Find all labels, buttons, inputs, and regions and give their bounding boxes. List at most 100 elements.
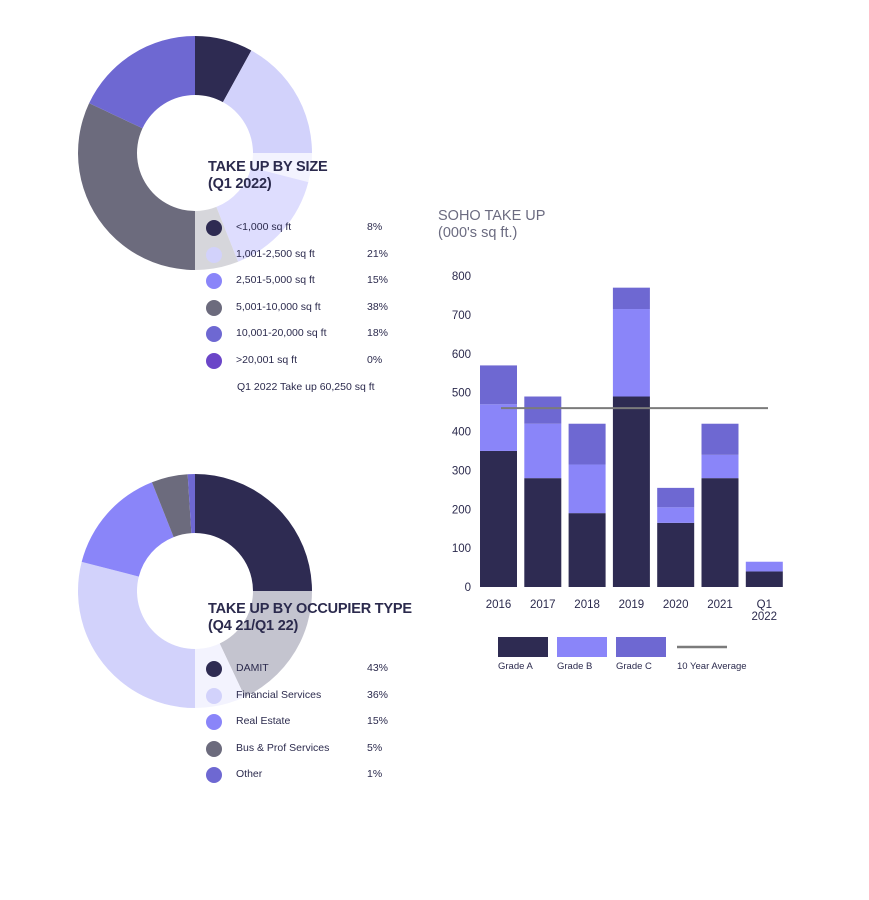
y-tick-label: 600 — [452, 349, 471, 361]
occupier-legend-value: 36% — [367, 688, 389, 701]
occupier-legend-item: Financial Services 36% — [206, 686, 406, 706]
bar-chart-title: SOHO TAKE UP — [438, 208, 546, 224]
bar-legend-label: Grade C — [616, 661, 652, 672]
occupier-legend-label: Financial Services — [236, 688, 322, 701]
size-legend-swatch — [206, 220, 222, 236]
x-tick-label: 2018 — [574, 599, 600, 611]
occupier-legend-value: 43% — [367, 662, 389, 674]
bar-grade-b-1 — [524, 423, 562, 479]
bar-grade-b-2 — [568, 464, 606, 514]
size-legend-value: 18% — [367, 327, 389, 339]
occupier-slice-2 — [81, 482, 174, 577]
y-tick-label: 700 — [452, 310, 471, 322]
size-legend-label: 2,501-5,000 sq ft — [236, 274, 315, 286]
y-tick-label: 0 — [465, 582, 471, 594]
bar-grade-b-4 — [657, 507, 695, 523]
size-legend-item: >20,001 sq ft 0% — [206, 351, 406, 371]
x-tick-label: Q1 — [757, 599, 772, 611]
x-tick-label: 2016 — [486, 599, 512, 611]
bar-grade-a-2 — [568, 513, 606, 587]
occupier-legend-value: 1% — [367, 768, 383, 780]
size-chart-title: TAKE UP BY SIZE — [208, 159, 328, 175]
size-legend-value: 8% — [367, 221, 383, 233]
occupier-legend-value: 5% — [367, 741, 383, 754]
occupier-legend-label: Bus & Prof Services — [236, 741, 330, 754]
bar-grade-c-2 — [568, 423, 606, 465]
bar-grade-a-0 — [480, 450, 517, 587]
size-legend-swatch — [206, 352, 222, 369]
x-tick-label: 2021 — [707, 599, 733, 611]
bar-chart-subtitle: (000's sq ft.) — [438, 225, 518, 241]
occupier-legend-swatch — [206, 714, 222, 730]
size-legend-swatch — [206, 299, 222, 316]
size-legend-label: <1,000 sq ft — [236, 221, 292, 233]
occupier-chart-subtitle: (Q4 21/Q1 22) — [208, 618, 299, 634]
size-legend-item: 5,001-10,000 sq ft 38% — [206, 298, 406, 318]
size-legend-label: 10,001-20,000 sq ft — [236, 327, 327, 339]
bar-grade-c-4 — [657, 487, 695, 508]
size-legend-value: 38% — [367, 300, 389, 313]
size-legend-swatch — [206, 326, 222, 342]
size-slice-0 — [195, 36, 252, 103]
size-chart-subtitle: (Q1 2022) — [208, 176, 272, 192]
bar-grade-c-5 — [701, 423, 739, 455]
bar-legend-label: Grade A — [498, 661, 533, 672]
occupier-slice-3 — [151, 474, 192, 538]
bar-grade-c-3 — [612, 287, 650, 310]
x-tick-label: 2022 — [752, 611, 778, 623]
size-legend-item: 2,501-5,000 sq ft 15% — [206, 271, 406, 291]
size-legend-item: 1,001-2,500 sq ft 21% — [206, 245, 406, 265]
occupier-legend-item: Bus & Prof Services 5% — [206, 739, 406, 759]
bar-chart-title-block: SOHO TAKE UP (000's sq ft.) — [438, 208, 545, 242]
size-slice-4 — [89, 36, 195, 129]
bar-legend-swatch — [557, 637, 607, 657]
bar-grade-a-4 — [657, 522, 695, 587]
occupier-legend-label: Other — [236, 768, 263, 780]
bar-grade-b-5 — [701, 454, 739, 479]
bar-grade-b-3 — [612, 309, 650, 397]
size-legend-label: 5,001-10,000 sq ft — [236, 300, 321, 313]
occupier-legend-swatch — [206, 661, 222, 677]
size-take-up-note: Q1 2022 Take up 60,250 sq ft — [237, 381, 375, 393]
bar-grade-b-6 — [745, 561, 783, 572]
occupier-legend-item: Real Estate 15% — [206, 712, 406, 732]
bar-legend-swatch — [616, 637, 666, 657]
bar-grade-c-1 — [524, 396, 562, 424]
x-tick-label: 2020 — [663, 599, 689, 611]
occupier-legend-value: 15% — [367, 715, 389, 727]
bar-grade-a-1 — [524, 478, 562, 587]
occupier-chart-title-block: TAKE UP BY OCCUPIER TYPE (Q4 21/Q1 22) — [208, 601, 412, 635]
occupier-legend-item: Other 1% — [206, 765, 406, 785]
bar-grade-a-3 — [612, 396, 650, 587]
bar-grade-a-6 — [745, 571, 783, 587]
occupier-legend-swatch — [206, 687, 222, 704]
size-legend-swatch — [206, 273, 222, 289]
occupier-legend-label: Real Estate — [236, 715, 291, 727]
bar-grade-b-0 — [480, 404, 517, 451]
size-legend-label: >20,001 sq ft — [236, 353, 298, 366]
y-tick-label: 100 — [452, 543, 471, 555]
size-legend-value: 21% — [367, 247, 389, 260]
size-legend-label: 1,001-2,500 sq ft — [236, 247, 315, 260]
bar-grade-a-5 — [701, 478, 739, 587]
size-legend-value: 0% — [367, 353, 383, 366]
size-legend-item: 10,001-20,000 sq ft 18% — [206, 324, 406, 344]
bar-grade-c-0 — [480, 365, 517, 405]
size-legend-swatch — [206, 246, 222, 263]
y-tick-label: 400 — [452, 427, 471, 439]
x-tick-label: 2017 — [530, 599, 556, 611]
size-legend-value: 15% — [367, 274, 389, 286]
bar-legend-swatch — [498, 637, 548, 657]
occupier-chart-title: TAKE UP BY OCCUPIER TYPE — [208, 601, 412, 617]
y-tick-label: 200 — [452, 504, 471, 516]
occupier-legend-swatch — [206, 767, 222, 783]
y-tick-label: 300 — [452, 465, 471, 477]
occupier-legend-item: DAMIT 43% — [206, 659, 406, 679]
size-chart-title-block: TAKE UP BY SIZE (Q1 2022) — [208, 159, 328, 193]
y-tick-label: 500 — [452, 388, 471, 400]
size-legend-item: <1,000 sq ft 8% — [206, 218, 406, 238]
y-tick-label: 800 — [452, 271, 471, 283]
